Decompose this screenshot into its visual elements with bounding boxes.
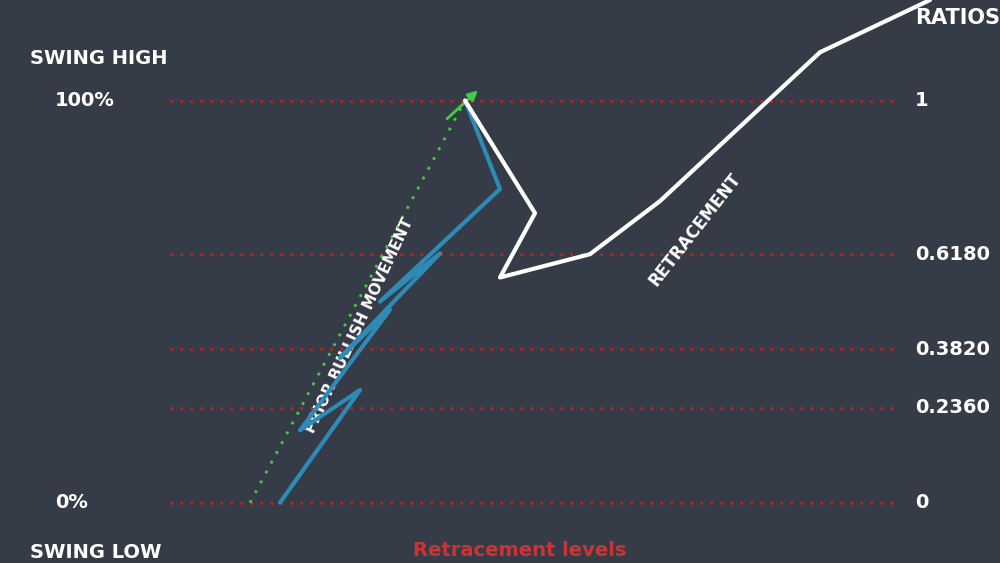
Text: 1: 1 [915,91,929,110]
Text: 0.3820: 0.3820 [915,339,990,359]
Text: Retracement levels: Retracement levels [413,542,627,560]
Text: 100%: 100% [55,91,115,110]
Text: RETRACEMENT: RETRACEMENT [645,169,745,289]
Text: SWING HIGH: SWING HIGH [30,50,168,68]
Text: RATIOS: RATIOS [915,8,1000,28]
Text: 0.2360: 0.2360 [915,398,990,417]
Text: 0: 0 [915,493,928,512]
Text: 0.6180: 0.6180 [915,245,990,263]
Text: SWING LOW: SWING LOW [30,543,162,562]
Text: 0%: 0% [55,493,88,512]
Text: PRIOR BULLISH MOVEMENT: PRIOR BULLISH MOVEMENT [304,216,416,435]
